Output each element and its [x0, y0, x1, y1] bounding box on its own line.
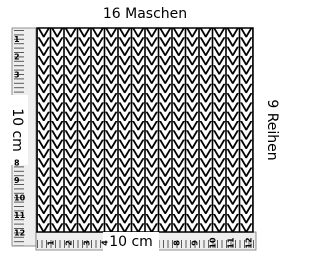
- left-ruler-number: 12: [14, 229, 25, 238]
- knit-swatch: [37, 28, 253, 232]
- left-ruler-number: 10: [14, 194, 26, 203]
- bottom-ruler-number: 9: [191, 240, 200, 246]
- right-label: 9 Reihen: [264, 99, 280, 160]
- bottom-ruler-number: 1: [47, 240, 56, 246]
- bottom-ruler-number: 11: [227, 237, 236, 249]
- bottom-ruler-number: 4: [101, 240, 110, 246]
- bottom-label: 10 cm: [109, 234, 153, 250]
- bottom-ruler-number: 8: [173, 240, 182, 246]
- bottom-ruler-number: 2: [65, 240, 74, 246]
- gauge-swatch: 16 Maschen 10 cm 9 Reihen 10 cm 12389101…: [0, 0, 281, 254]
- left-ruler-number: 9: [14, 176, 20, 185]
- left-label: 10 cm: [9, 108, 25, 152]
- left-ruler-number: 1: [14, 35, 20, 44]
- bottom-ruler-number: 3: [83, 240, 92, 246]
- left-ruler-number: 11: [14, 211, 26, 220]
- bottom-ruler-number: 10: [209, 237, 218, 249]
- title: 16 Maschen: [103, 6, 187, 22]
- left-ruler-number: 2: [14, 53, 20, 62]
- left-ruler-number: 8: [14, 158, 20, 167]
- left-ruler-number: 3: [14, 70, 20, 79]
- bottom-ruler-number: 12: [245, 237, 254, 248]
